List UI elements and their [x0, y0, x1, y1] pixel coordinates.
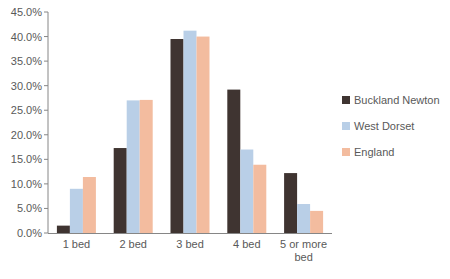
y-axis [48, 12, 49, 233]
tick-label: 30.0% [11, 80, 42, 92]
bars [57, 31, 323, 233]
tick-label: 35.0% [11, 55, 42, 67]
legend-swatch [342, 148, 350, 156]
chart: 0.0% 5.0% 10.0% 15.0% 20.0% 25.0% 30.0% 35.0% 40… [0, 0, 450, 279]
tick-mark [44, 233, 48, 234]
tick-label: 0.0% [17, 227, 42, 239]
bar [70, 189, 83, 233]
tick-mark [44, 183, 48, 184]
bar [57, 226, 70, 233]
bar [240, 150, 253, 233]
category-label: 5 or morebed [280, 238, 327, 263]
category-label: 1 bed [63, 238, 91, 250]
tick-mark [44, 159, 48, 160]
bar [253, 165, 266, 233]
label-line: 5 or more [280, 238, 327, 250]
bar [284, 173, 297, 233]
bar [83, 177, 96, 233]
tick-mark [44, 12, 48, 13]
bar [227, 90, 240, 233]
bar [297, 204, 310, 233]
legend-label: West Dorset [354, 120, 414, 132]
category-label: 4 bed [233, 238, 261, 250]
tick-mark [44, 61, 48, 62]
tick-mark [44, 208, 48, 209]
label-line: bed [294, 251, 312, 263]
tick-label: 40.0% [11, 31, 42, 43]
bar [140, 100, 153, 233]
tick-label: 25.0% [11, 104, 42, 116]
bar [127, 100, 140, 233]
tick-label: 20.0% [11, 129, 42, 141]
tick-label: 15.0% [11, 153, 42, 165]
bar [114, 148, 127, 233]
tick-mark [44, 110, 48, 111]
legend-label: England [354, 146, 394, 158]
legend-swatch [342, 122, 350, 130]
legend-swatch [342, 96, 350, 104]
tick-label: 5.0% [17, 202, 42, 214]
tick-label: 45.0% [11, 6, 42, 18]
x-axis [48, 233, 332, 234]
category-label: 2 bed [119, 238, 147, 250]
category-label: 3 bed [176, 238, 204, 250]
tick-label: 10.0% [11, 178, 42, 190]
tick-mark [44, 36, 48, 37]
legend-label: Buckland Newton [354, 94, 440, 106]
bar [184, 31, 197, 233]
tick-mark [44, 134, 48, 135]
bar [197, 37, 210, 233]
tick-mark [44, 85, 48, 86]
bar [171, 39, 184, 233]
bar [310, 211, 323, 233]
